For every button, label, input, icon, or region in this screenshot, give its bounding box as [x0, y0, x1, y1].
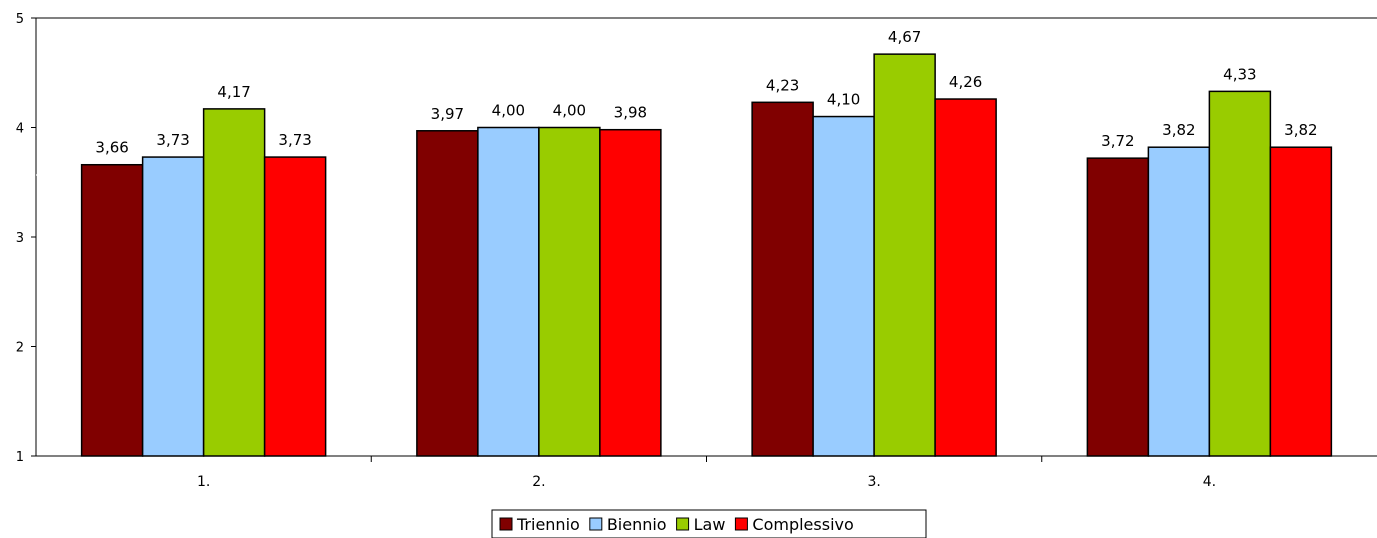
data-label: 4,17: [217, 83, 250, 101]
x-tick-label: 3.: [867, 474, 880, 490]
legend-box: [491, 509, 927, 538]
bar: [751, 101, 814, 457]
y-tick-label: 1: [16, 450, 24, 465]
legend-swatch: [676, 517, 690, 531]
bar: [1269, 146, 1333, 457]
y-tick-label: 4: [16, 122, 24, 137]
data-labels: 3,66 3,73 4,17 3,73 3,97 4,00 4,00 3,98 4,23 4,10…: [95, 28, 1317, 157]
bar: [934, 98, 997, 457]
legend-label: Law: [694, 515, 726, 534]
bar: [538, 126, 601, 457]
x-tick-label: 4.: [1203, 474, 1216, 490]
data-label: 3,82: [1284, 121, 1317, 139]
legend-label: Triennio: [516, 515, 580, 534]
bar: [1147, 146, 1211, 457]
bar: [416, 130, 479, 457]
data-label: 3,82: [1162, 121, 1195, 139]
bar: [263, 156, 327, 457]
x-tick-label: 1.: [197, 474, 210, 490]
data-label: 3,97: [431, 105, 464, 123]
data-label: 3,73: [156, 131, 189, 149]
data-label: 3,72: [1101, 132, 1134, 150]
bar: [873, 53, 936, 457]
y-tick-label: 5: [16, 12, 24, 27]
bar: [80, 163, 144, 457]
data-label: 4,23: [766, 76, 799, 94]
data-label: 3,98: [614, 104, 647, 122]
bar: [477, 126, 540, 457]
x-tick-label: 2.: [532, 474, 545, 490]
bar: [812, 115, 875, 457]
bar: [141, 156, 205, 457]
bar: [599, 128, 662, 457]
data-label: 4,26: [949, 73, 982, 91]
data-label: 4,67: [888, 28, 921, 46]
data-label: 3,66: [95, 139, 128, 157]
bar: [1086, 157, 1150, 457]
data-label: 4,10: [827, 91, 860, 109]
data-label: 4,00: [553, 102, 586, 120]
legend: Triennio Biennio Law Complessivo: [491, 509, 927, 538]
legend-swatch: [499, 517, 513, 531]
data-label: 3,73: [278, 131, 311, 149]
legend-label: Biennio: [607, 515, 667, 534]
legend-swatch: [589, 517, 603, 531]
bar: [1208, 90, 1272, 457]
y-tick-label: 3: [16, 231, 24, 246]
legend-swatch: [734, 517, 748, 531]
data-label: 4,33: [1223, 65, 1256, 83]
legend-label: Complessivo: [752, 515, 853, 534]
y-tick-label: 2: [16, 341, 24, 356]
bars: [80, 53, 1333, 457]
bar: [202, 108, 266, 457]
data-label: 4,00: [492, 102, 525, 120]
